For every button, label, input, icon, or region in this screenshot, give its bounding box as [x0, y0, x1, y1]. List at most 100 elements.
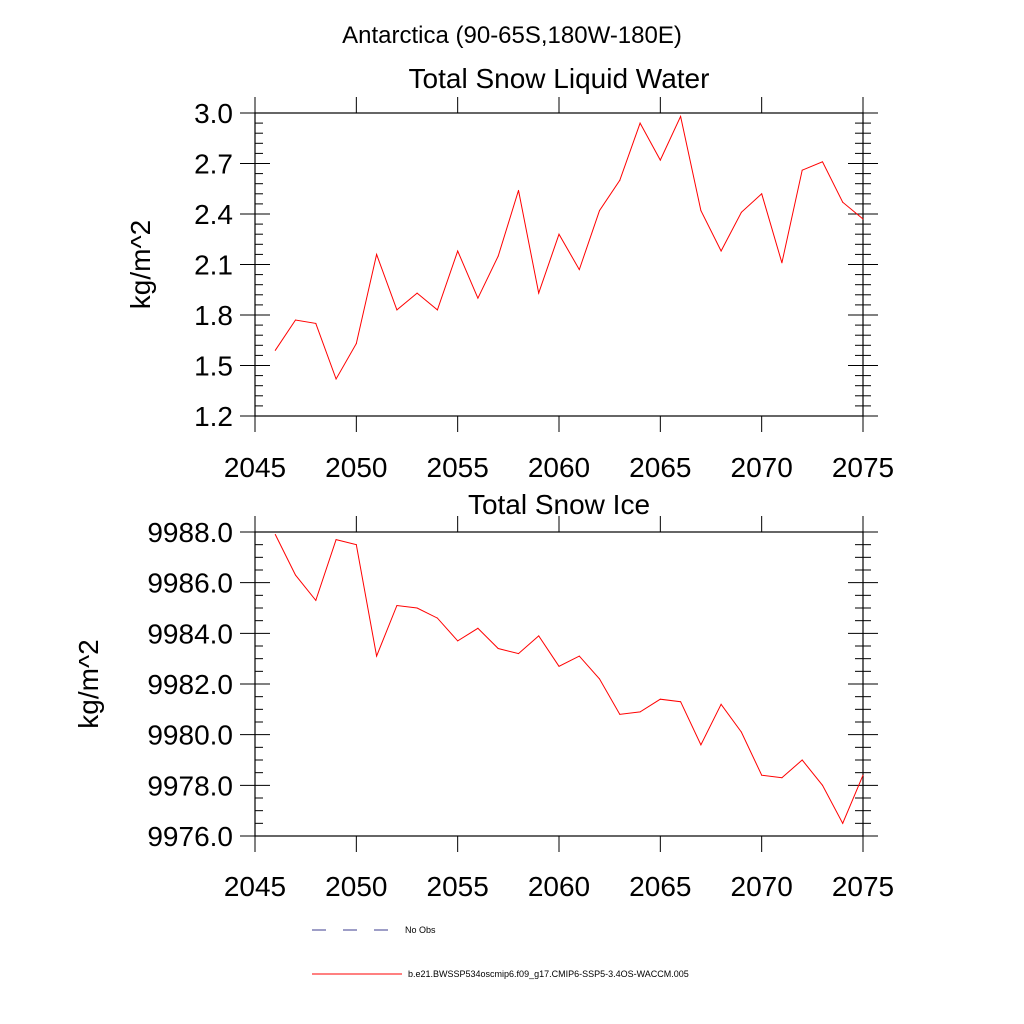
data-point: [477, 627, 479, 629]
data-point: [457, 640, 459, 642]
y-tick-label: 1.2: [194, 401, 233, 432]
data-point: [355, 544, 357, 546]
panel-snow-liquid-water: Total Snow Liquid Water 2045 2050 2055 2060 2…: [125, 63, 894, 483]
data-point: [639, 122, 641, 124]
y-tick-label: 2.7: [194, 149, 233, 180]
y-axis-label: kg/m^2: [73, 639, 104, 728]
data-point: [335, 378, 337, 380]
y-tick-label: 3.0: [194, 98, 233, 129]
data-point: [862, 218, 864, 220]
data-point: [599, 210, 601, 212]
y-tick-label: 9976.0: [147, 821, 233, 852]
panel-title: Total Snow Liquid Water: [409, 63, 710, 94]
x-tick-label: 2055: [427, 871, 489, 902]
data-point: [578, 269, 580, 271]
panel-title: Total Snow Ice: [468, 489, 650, 520]
data-point: [659, 698, 661, 700]
x-tick-label: 2075: [832, 452, 894, 483]
data-point: [517, 189, 519, 191]
data-point: [416, 607, 418, 609]
x-tick-label: 2050: [325, 452, 387, 483]
data-point: [801, 759, 803, 761]
data-point: [497, 255, 499, 257]
series-line: [274, 114, 864, 381]
x-tick-label: 2060: [528, 871, 590, 902]
y-tick-label: 2.4: [194, 199, 233, 230]
data-point: [315, 322, 317, 324]
data-point: [619, 713, 621, 715]
data-point: [842, 822, 844, 824]
data-point: [781, 777, 783, 779]
data-point: [862, 774, 864, 776]
data-point: [761, 193, 763, 195]
data-point: [842, 201, 844, 203]
data-point: [761, 774, 763, 776]
data-point: [396, 604, 398, 606]
data-point: [396, 309, 398, 311]
data-point: [740, 731, 742, 733]
data-point: [416, 292, 418, 294]
y-tick-label: 9988.0: [147, 517, 233, 548]
y-tick-label: 1.5: [194, 351, 233, 382]
x-tick-label: 2070: [731, 452, 793, 483]
data-point: [295, 319, 297, 321]
data-point: [680, 115, 682, 117]
data-point: [720, 250, 722, 252]
x-tick-label: 2045: [224, 871, 286, 902]
plot-frame: [254, 112, 864, 417]
x-tick-label: 2065: [629, 452, 691, 483]
data-point: [558, 665, 560, 667]
data-point: [538, 635, 540, 637]
data-point: [274, 534, 276, 536]
x-tick-label: 2060: [528, 452, 590, 483]
data-point: [740, 211, 742, 213]
data-point: [558, 233, 560, 235]
x-tick-label: 2055: [427, 452, 489, 483]
data-point: [436, 309, 438, 311]
data-point: [619, 179, 621, 181]
y-tick-label: 1.8: [194, 300, 233, 331]
data-point: [781, 262, 783, 264]
data-point: [517, 653, 519, 655]
x-tick-label: 2050: [325, 871, 387, 902]
data-point: [599, 678, 601, 680]
y-tick-label: 9986.0: [147, 568, 233, 599]
data-point: [700, 744, 702, 746]
x-tick-label: 2045: [224, 452, 286, 483]
x-tick-label: 2075: [832, 871, 894, 902]
data-point: [274, 349, 276, 351]
y-axis-label: kg/m^2: [125, 220, 156, 309]
data-point: [355, 343, 357, 345]
x-tick-label: 2065: [629, 871, 691, 902]
data-point: [821, 784, 823, 786]
data-point: [315, 599, 317, 601]
panel-snow-ice: Total Snow Ice 2045 2050 2055 2060 2065 2070 20…: [73, 489, 894, 902]
data-point: [295, 574, 297, 576]
data-point: [376, 655, 378, 657]
data-point: [538, 292, 540, 294]
legend: No Obs b.e21.BWSSP534oscmip6.f09_g17.CMI…: [312, 925, 689, 979]
data-point: [639, 711, 641, 713]
y-tick-label: 9984.0: [147, 618, 233, 649]
y-tick-label: 9978.0: [147, 770, 233, 801]
data-point: [801, 169, 803, 171]
figure-title: Antarctica (90-65S,180W-180E): [342, 22, 682, 49]
series-line: [274, 534, 864, 825]
data-point: [376, 253, 378, 255]
data-point: [436, 617, 438, 619]
legend-label-no-obs: No Obs: [405, 925, 436, 935]
data-point: [821, 161, 823, 163]
data-point: [457, 250, 459, 252]
legend-label-model: b.e21.BWSSP534oscmip6.f09_g17.CMIP6-SSP5…: [408, 969, 689, 979]
y-tick-label: 2.1: [194, 250, 233, 281]
data-point: [720, 703, 722, 705]
y-tick-label: 9980.0: [147, 720, 233, 751]
data-point: [700, 210, 702, 212]
plot-frame: [254, 531, 864, 837]
x-tick-label: 2070: [731, 871, 793, 902]
data-point: [335, 539, 337, 541]
data-point: [497, 648, 499, 650]
data-point: [578, 655, 580, 657]
data-point: [680, 701, 682, 703]
